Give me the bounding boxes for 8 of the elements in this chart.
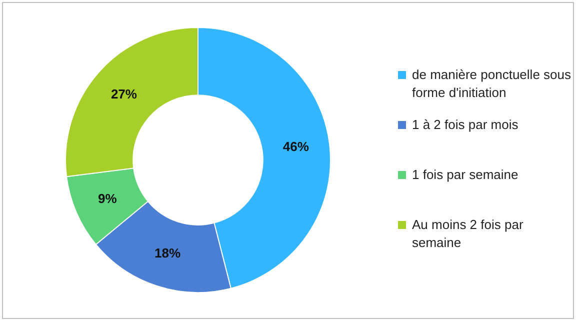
data-label: 18% (154, 245, 181, 260)
legend-label: Au moins 2 fois par semaine (412, 216, 524, 252)
data-label: 46% (282, 139, 310, 154)
legend-label: de manière ponctuelle sous forme d'initiation (412, 66, 572, 102)
data-label: 27% (110, 86, 138, 102)
data-label: 9% (98, 190, 118, 206)
legend-label: 1 à 2 fois par mois (412, 116, 518, 134)
legend-label: 1 fois par semaine (412, 166, 518, 184)
